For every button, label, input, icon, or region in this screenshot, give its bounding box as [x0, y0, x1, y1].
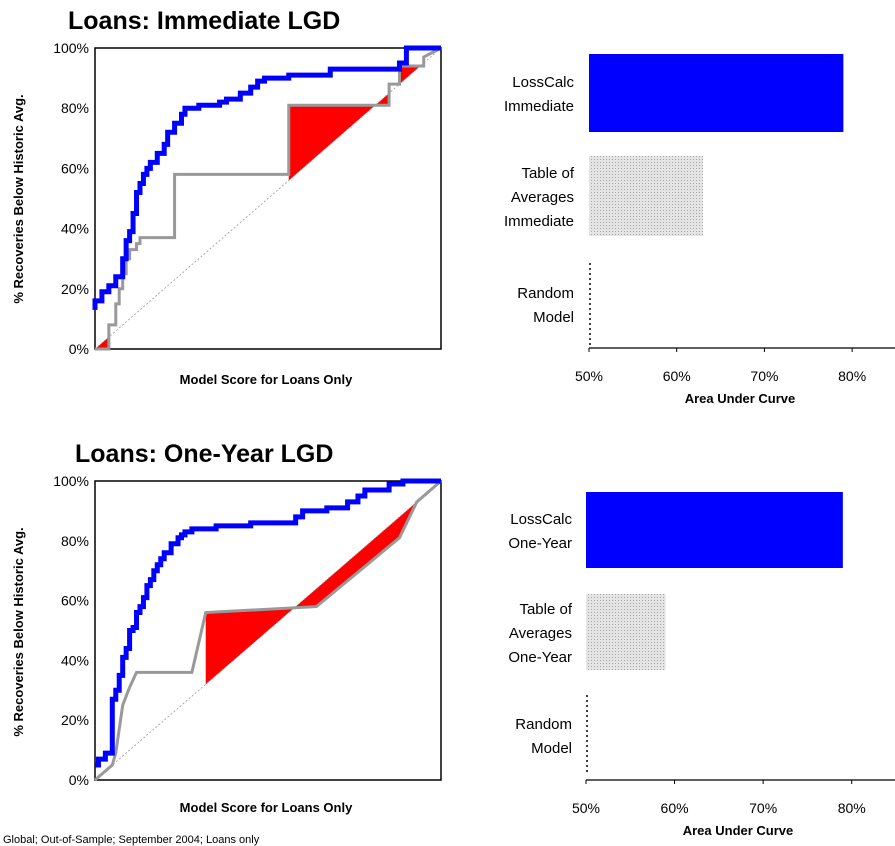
bar-category-label: Averages [509, 625, 572, 642]
roc-xlabel-one-year: Model Score for Loans Only [180, 800, 353, 815]
y-tick-label: 20% [61, 712, 89, 728]
bar-category-label: Model [531, 740, 572, 757]
y-tick-label: 0% [69, 772, 89, 788]
bar-xlabel-one-year: Area Under Curve [683, 823, 794, 838]
y-tick-label: 100% [53, 473, 89, 489]
footnote: Global; Out-of-Sample; September 2004; L… [3, 834, 260, 846]
x-tick-label: 60% [663, 368, 691, 384]
bar-xlabel-immediate: Area Under Curve [685, 391, 796, 406]
table-of-averages-line-one-year [94, 479, 442, 782]
x-tick-label: 70% [749, 800, 777, 816]
bar-immediate-1 [589, 156, 704, 236]
table-of-averages-line-immediate [95, 46, 442, 351]
bar-category-label: Table of [519, 601, 572, 618]
y-tick-label: 20% [61, 281, 89, 297]
y-tick-label: 60% [61, 160, 89, 176]
y-tick-label: 60% [61, 593, 89, 609]
bar-category-label: Model [533, 309, 574, 326]
random-model-line-immediate [94, 47, 442, 350]
shortfall-region-immediate [288, 84, 390, 181]
x-tick-label: 60% [661, 800, 689, 816]
chart-title-one-year: Loans: One-Year LGD [75, 440, 333, 468]
shortfall-region-immediate [399, 57, 424, 85]
x-tick-label: 70% [750, 368, 778, 384]
bar-category-label: Immediate [504, 98, 574, 115]
bar-immediate-0 [589, 54, 844, 132]
y-tick-label: 100% [53, 40, 89, 56]
roc-ylabel-one-year: % Recoveries Below Historic Avg. [11, 527, 26, 736]
roc-ylabel-immediate: % Recoveries Below Historic Avg. [11, 94, 26, 303]
losscalc-line-one-year [95, 478, 441, 768]
y-tick-label: 80% [61, 533, 89, 549]
y-tick-label: 40% [61, 652, 89, 668]
bar-category-label: One-Year [508, 649, 572, 666]
bar-category-label: LossCalc [510, 511, 572, 528]
bar-category-label: One-Year [508, 535, 572, 552]
y-tick-label: 40% [61, 221, 89, 237]
x-tick-label: 50% [572, 800, 600, 816]
bar-category-label: LossCalc [512, 74, 574, 91]
x-tick-label: 80% [838, 368, 866, 384]
y-tick-label: 0% [69, 341, 89, 357]
bar-category-label: Table of [521, 165, 574, 182]
bar-category-label: Averages [511, 189, 574, 206]
chart-marks: 0% 20% 40% 60% 80% 100% 50% 60% 70% 80% LossCalc Im… [53, 40, 895, 816]
y-tick-label: 80% [61, 100, 89, 116]
losscalc-line-immediate [92, 45, 441, 310]
bar-one-year-0 [586, 492, 843, 568]
bar-category-label: Random [517, 285, 574, 302]
roc-xlabel-immediate: Model Score for Loans Only [180, 372, 353, 387]
shortfall-region-immediate [95, 324, 109, 349]
random-model-line-one-year [94, 480, 442, 781]
x-tick-label: 80% [838, 800, 866, 816]
bar-category-label: Immediate [504, 213, 574, 230]
chart-title-immediate: Loans: Immediate LGD [68, 7, 340, 35]
bar-category-label: Random [515, 716, 572, 733]
x-tick-label: 50% [575, 368, 603, 384]
bar-one-year-1 [586, 594, 666, 670]
